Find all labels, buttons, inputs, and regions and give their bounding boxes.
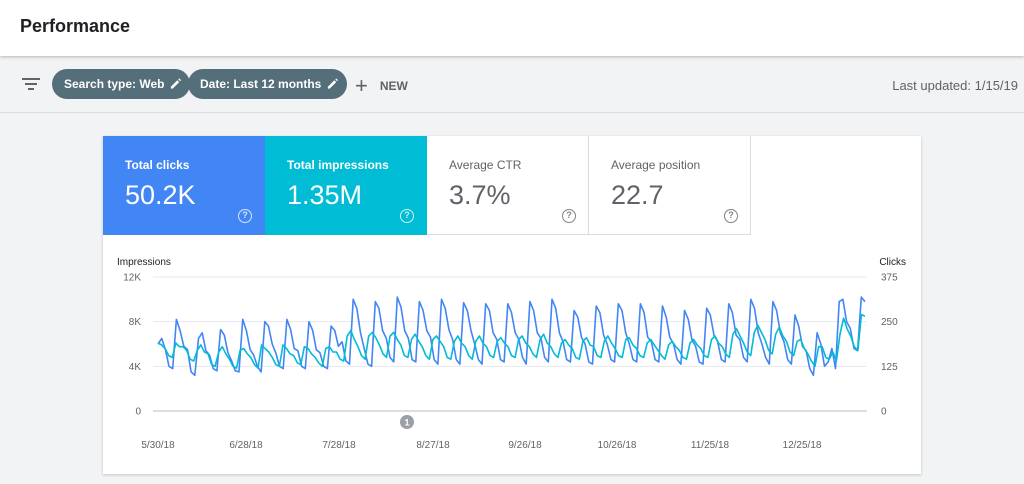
date-range-chip[interactable]: Date: Last 12 months <box>188 69 348 99</box>
new-filter-button[interactable]: + NEW <box>355 73 408 98</box>
right-axis-title: Clicks <box>879 257 906 268</box>
new-filter-label: NEW <box>379 79 408 93</box>
annotation-marker[interactable]: 1 <box>400 415 414 429</box>
search-type-chip-label: Search type: Web <box>64 77 165 91</box>
average-position-tab[interactable]: Average position 22.7 ? <box>589 136 751 235</box>
left-axis-ticks: 12K 8K 4K 0 <box>123 273 141 418</box>
x-tick-label: 11/25/18 <box>691 440 730 451</box>
search-type-chip[interactable]: Search type: Web <box>52 69 191 99</box>
right-tick-label: 375 <box>881 273 898 284</box>
left-tick-label: 12K <box>123 273 141 284</box>
right-tick-label: 125 <box>881 362 898 373</box>
x-tick-label: 6/28/18 <box>229 440 263 451</box>
help-icon[interactable]: ? <box>724 209 738 223</box>
average-ctr-tab[interactable]: Average CTR 3.7% ? <box>427 136 589 235</box>
last-updated-text: Last updated: 1/15/19 <box>892 78 1018 93</box>
total-impressions-tab[interactable]: Total impressions 1.35M ? <box>265 136 427 235</box>
left-tick-label: 4K <box>129 362 142 373</box>
metric-label: Average position <box>611 158 701 172</box>
annotation-label: 1 <box>404 418 409 428</box>
metric-label: Average CTR <box>449 158 522 172</box>
x-tick-label: 8/27/18 <box>416 440 450 451</box>
left-axis-title: Impressions <box>117 257 171 268</box>
x-tick-label: 5/30/18 <box>141 440 175 451</box>
page-title: Performance <box>20 16 131 36</box>
metric-value: 1.35M <box>287 180 363 210</box>
total-clicks-tab[interactable]: Total clicks 50.2K ? <box>103 136 265 235</box>
metric-label: Total impressions <box>287 158 389 172</box>
x-tick-label: 12/25/18 <box>783 440 822 451</box>
help-icon[interactable]: ? <box>238 209 252 223</box>
filter-list-icon[interactable] <box>22 76 40 92</box>
plus-icon: + <box>355 73 368 98</box>
impressions-series-line <box>157 296 866 377</box>
right-axis-ticks: 375 250 125 0 <box>881 273 898 418</box>
series-lines <box>157 296 866 377</box>
date-range-chip-label: Date: Last 12 months <box>200 77 322 91</box>
filter-bar: Search type: Web Date: Last 12 months + … <box>0 57 1024 113</box>
top-app-bar: Performance <box>0 0 1024 56</box>
right-tick-label: 250 <box>881 317 898 328</box>
metric-tabs: Total clicks 50.2K ? Total impressions 1… <box>103 136 751 235</box>
x-tick-label: 10/26/18 <box>598 440 637 451</box>
left-tick-label: 0 <box>135 407 141 418</box>
right-tick-label: 0 <box>881 407 887 418</box>
metric-value: 50.2K <box>125 180 196 210</box>
x-tick-label: 9/26/18 <box>508 440 542 451</box>
help-icon[interactable]: ? <box>562 209 576 223</box>
metric-value: 22.7 <box>611 180 664 210</box>
help-icon[interactable]: ? <box>400 209 414 223</box>
metric-label: Total clicks <box>125 158 190 172</box>
left-tick-label: 8K <box>129 317 142 328</box>
performance-chart: Impressions Clicks 12K 8K 4K 0 375 250 125 0 5… <box>103 235 921 474</box>
gridlines <box>153 276 867 412</box>
edit-pencil-icon <box>171 78 182 89</box>
metric-value: 3.7% <box>449 180 511 210</box>
performance-chart-svg: Impressions Clicks 12K 8K 4K 0 375 250 125 0 5… <box>117 257 906 451</box>
clicks-series-line <box>157 313 866 369</box>
x-axis-ticks: 5/30/18 6/28/18 7/28/18 8/27/18 9/26/18 10/26… <box>141 440 822 451</box>
edit-pencil-icon <box>328 78 339 89</box>
x-tick-label: 7/28/18 <box>322 440 356 451</box>
performance-card: Total clicks 50.2K ? Total impressions 1… <box>103 136 921 474</box>
